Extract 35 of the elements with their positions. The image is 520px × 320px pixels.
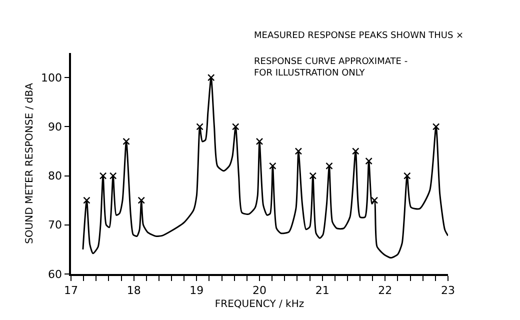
y-tick-label: 90 bbox=[48, 120, 62, 134]
x-tick-label: 22 bbox=[378, 284, 392, 297]
y-tick-label: 70 bbox=[48, 218, 62, 232]
point bbox=[232, 123, 240, 130]
x-tick-label: 18 bbox=[126, 284, 141, 297]
point bbox=[83, 196, 90, 204]
point bbox=[269, 162, 276, 170]
x-axis-title: FREQUENCY / kHz bbox=[214, 298, 304, 310]
point bbox=[352, 148, 360, 155]
x-tick-label: 19 bbox=[190, 284, 204, 297]
point bbox=[256, 138, 264, 145]
x-tick-label: 23 bbox=[441, 284, 455, 297]
point bbox=[404, 172, 411, 180]
point bbox=[208, 74, 215, 82]
point bbox=[196, 123, 204, 130]
point bbox=[370, 196, 378, 204]
y-tick-label: 60 bbox=[48, 268, 62, 281]
annotation: RESPONSE CURVE APPROXIMATE - FOR ILLUSTRATION ONLY bbox=[254, 57, 408, 79]
text: MEASURED RESPONSE PEAKS SHOWN THUS × bbox=[254, 31, 464, 41]
line-series bbox=[82, 76, 448, 259]
x-tick-label: 21 bbox=[315, 284, 330, 297]
x-tick-label: 17 bbox=[64, 284, 78, 297]
point bbox=[309, 172, 317, 180]
point bbox=[122, 138, 130, 145]
y-tick-label: 80 bbox=[48, 170, 62, 183]
y-tick-label: 100 bbox=[41, 71, 62, 84]
point bbox=[99, 172, 107, 180]
point bbox=[110, 172, 117, 180]
point bbox=[138, 196, 145, 204]
point bbox=[365, 157, 372, 165]
x-tick-label: 20 bbox=[252, 284, 266, 297]
y-axis-title: SOUND METER RESPONSE / dBA bbox=[24, 82, 36, 244]
point bbox=[432, 123, 440, 130]
point bbox=[326, 162, 333, 170]
point bbox=[294, 148, 302, 155]
